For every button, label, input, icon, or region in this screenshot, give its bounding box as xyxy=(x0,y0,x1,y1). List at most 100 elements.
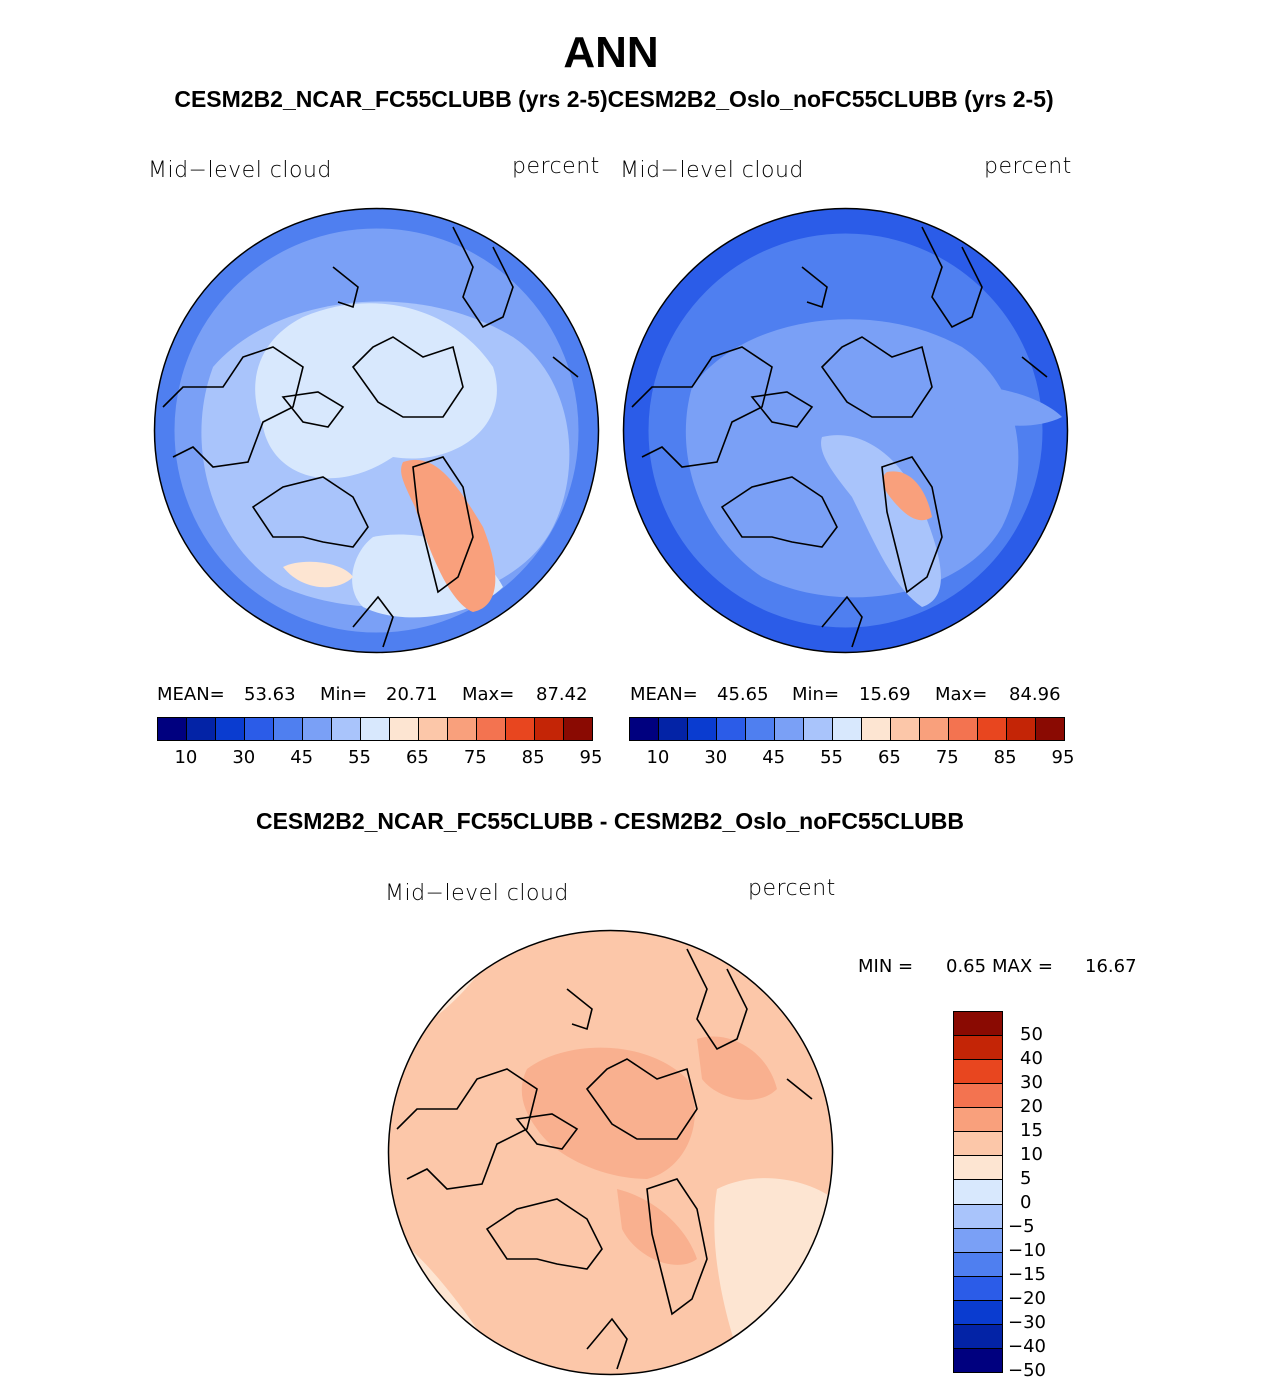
panel1-polar-map xyxy=(153,207,600,654)
difference-polar-map xyxy=(387,929,834,1376)
panel1-max-label: Max= xyxy=(462,684,515,705)
colorbar-tick-label: 0 xyxy=(1020,1192,1032,1213)
colorbar-segment xyxy=(332,718,361,740)
colorbar-tick-label: 55 xyxy=(820,747,843,768)
panel2-mean-label: MEAN= xyxy=(630,684,698,705)
panel2-variable-label: Mid−level cloud xyxy=(620,158,804,183)
colorbar-tick-label: 95 xyxy=(1051,747,1075,768)
colorbar-tick-label: −50 xyxy=(1008,1360,1046,1381)
colorbar-segment xyxy=(216,718,245,740)
colorbar-segment xyxy=(954,1036,1002,1061)
colorbar-tick-label: 65 xyxy=(405,747,429,768)
panel2-min-value: 15.69 xyxy=(859,684,911,705)
colorbar-segment xyxy=(303,718,332,740)
colorbar-segment xyxy=(419,718,448,740)
difference-title: CESM2B2_NCAR_FC55CLUBB - CESM2B2_Oslo_no… xyxy=(255,808,964,834)
panel1-mean-value: 53.63 xyxy=(244,684,296,705)
colorbar-tick-label: 45 xyxy=(762,747,786,768)
panel1-units-label: percent xyxy=(512,154,600,179)
colorbar-segment xyxy=(954,1108,1002,1133)
colorbar-tick-label: 20 xyxy=(1020,1096,1043,1117)
panel2-polar-map xyxy=(622,207,1069,654)
colorbar-segment xyxy=(158,718,187,740)
colorbar-segment xyxy=(274,718,303,740)
colorbar-tick-label: 75 xyxy=(935,747,959,768)
colorbar-segment xyxy=(564,718,592,740)
panel2-colorbar xyxy=(629,717,1065,741)
colorbar-segment xyxy=(448,718,477,740)
colorbar-segment xyxy=(390,718,419,740)
colorbar-segment xyxy=(891,718,920,740)
colorbar-segment xyxy=(688,718,717,740)
colorbar-segment xyxy=(954,1132,1002,1157)
colorbar-tick-label: 85 xyxy=(993,747,1017,768)
colorbar-tick-label: 10 xyxy=(646,747,670,768)
colorbar-segment xyxy=(954,1180,1002,1205)
main-title: ANN xyxy=(563,28,659,77)
colorbar-segment xyxy=(506,718,535,740)
colorbar-segment xyxy=(862,718,891,740)
panel1-min-value: 20.71 xyxy=(386,684,438,705)
run-subtitle: CESM2B2_NCAR_FC55CLUBB (yrs 2-5)CESM2B2_… xyxy=(174,86,1054,112)
colorbar-tick-label: 15 xyxy=(1020,1120,1043,1141)
panel1-max-value: 87.42 xyxy=(536,684,588,705)
panel2-max-value: 84.96 xyxy=(1009,684,1061,705)
colorbar-segment xyxy=(630,718,659,740)
panel2-max-label: Max= xyxy=(935,684,988,705)
colorbar-segment xyxy=(1036,718,1064,740)
colorbar-segment xyxy=(954,1084,1002,1109)
colorbar-tick-label: 5 xyxy=(1020,1168,1032,1189)
colorbar-tick-label: 10 xyxy=(1020,1144,1043,1165)
panel1-min-label: Min= xyxy=(320,684,368,705)
colorbar-tick-label: −5 xyxy=(1008,1216,1035,1237)
colorbar-segment xyxy=(954,1300,1002,1325)
colorbar-segment xyxy=(245,718,274,740)
colorbar-segment xyxy=(535,718,564,740)
diff-variable-label: Mid−level cloud xyxy=(385,881,569,906)
diff-units-label: percent xyxy=(748,876,836,901)
colorbar-tick-label: 65 xyxy=(877,747,901,768)
colorbar-tick-label: −20 xyxy=(1008,1288,1046,1309)
diff-max-label: MAX = xyxy=(992,956,1053,977)
colorbar-tick-label: −40 xyxy=(1008,1336,1046,1357)
colorbar-tick-label: −10 xyxy=(1008,1240,1046,1261)
colorbar-segment xyxy=(954,1276,1002,1301)
colorbar-segment xyxy=(954,1204,1002,1229)
colorbar-tick-label: 85 xyxy=(521,747,545,768)
colorbar-segment xyxy=(477,718,506,740)
difference-colorbar xyxy=(953,1011,1003,1373)
colorbar-segment xyxy=(978,718,1007,740)
colorbar-tick-label: 30 xyxy=(232,747,256,768)
panel1-colorbar xyxy=(157,717,593,741)
colorbar-segment xyxy=(1007,718,1036,740)
colorbar-tick-label: 45 xyxy=(290,747,314,768)
colorbar-segment xyxy=(949,718,978,740)
colorbar-tick-label: 40 xyxy=(1020,1048,1043,1069)
colorbar-segment xyxy=(804,718,833,740)
colorbar-tick-label: 30 xyxy=(1020,1072,1043,1093)
diff-max-value: 16.67 xyxy=(1085,956,1137,977)
panel2-units-label: percent xyxy=(984,154,1072,179)
colorbar-segment xyxy=(954,1012,1002,1037)
colorbar-tick-label: 55 xyxy=(348,747,371,768)
panel2-min-label: Min= xyxy=(792,684,840,705)
panel1-variable-label: Mid−level cloud xyxy=(148,158,332,183)
colorbar-segment xyxy=(954,1060,1002,1085)
diff-min-value: 0.65 xyxy=(946,956,987,977)
panel1-mean-label: MEAN= xyxy=(157,684,225,705)
colorbar-tick-label: 50 xyxy=(1020,1024,1043,1045)
colorbar-segment xyxy=(659,718,688,740)
colorbar-segment xyxy=(954,1324,1002,1349)
colorbar-tick-label: −15 xyxy=(1008,1264,1046,1285)
panel2-mean-value: 45.65 xyxy=(717,684,769,705)
colorbar-segment xyxy=(717,718,746,740)
colorbar-segment xyxy=(187,718,216,740)
colorbar-segment xyxy=(833,718,862,740)
colorbar-segment xyxy=(954,1156,1002,1181)
colorbar-tick-label: −30 xyxy=(1008,1312,1046,1333)
colorbar-tick-label: 75 xyxy=(463,747,487,768)
diff-min-label: MIN = xyxy=(858,956,914,977)
colorbar-segment xyxy=(920,718,949,740)
colorbar-tick-label: 30 xyxy=(704,747,728,768)
colorbar-tick-label: 10 xyxy=(174,747,198,768)
